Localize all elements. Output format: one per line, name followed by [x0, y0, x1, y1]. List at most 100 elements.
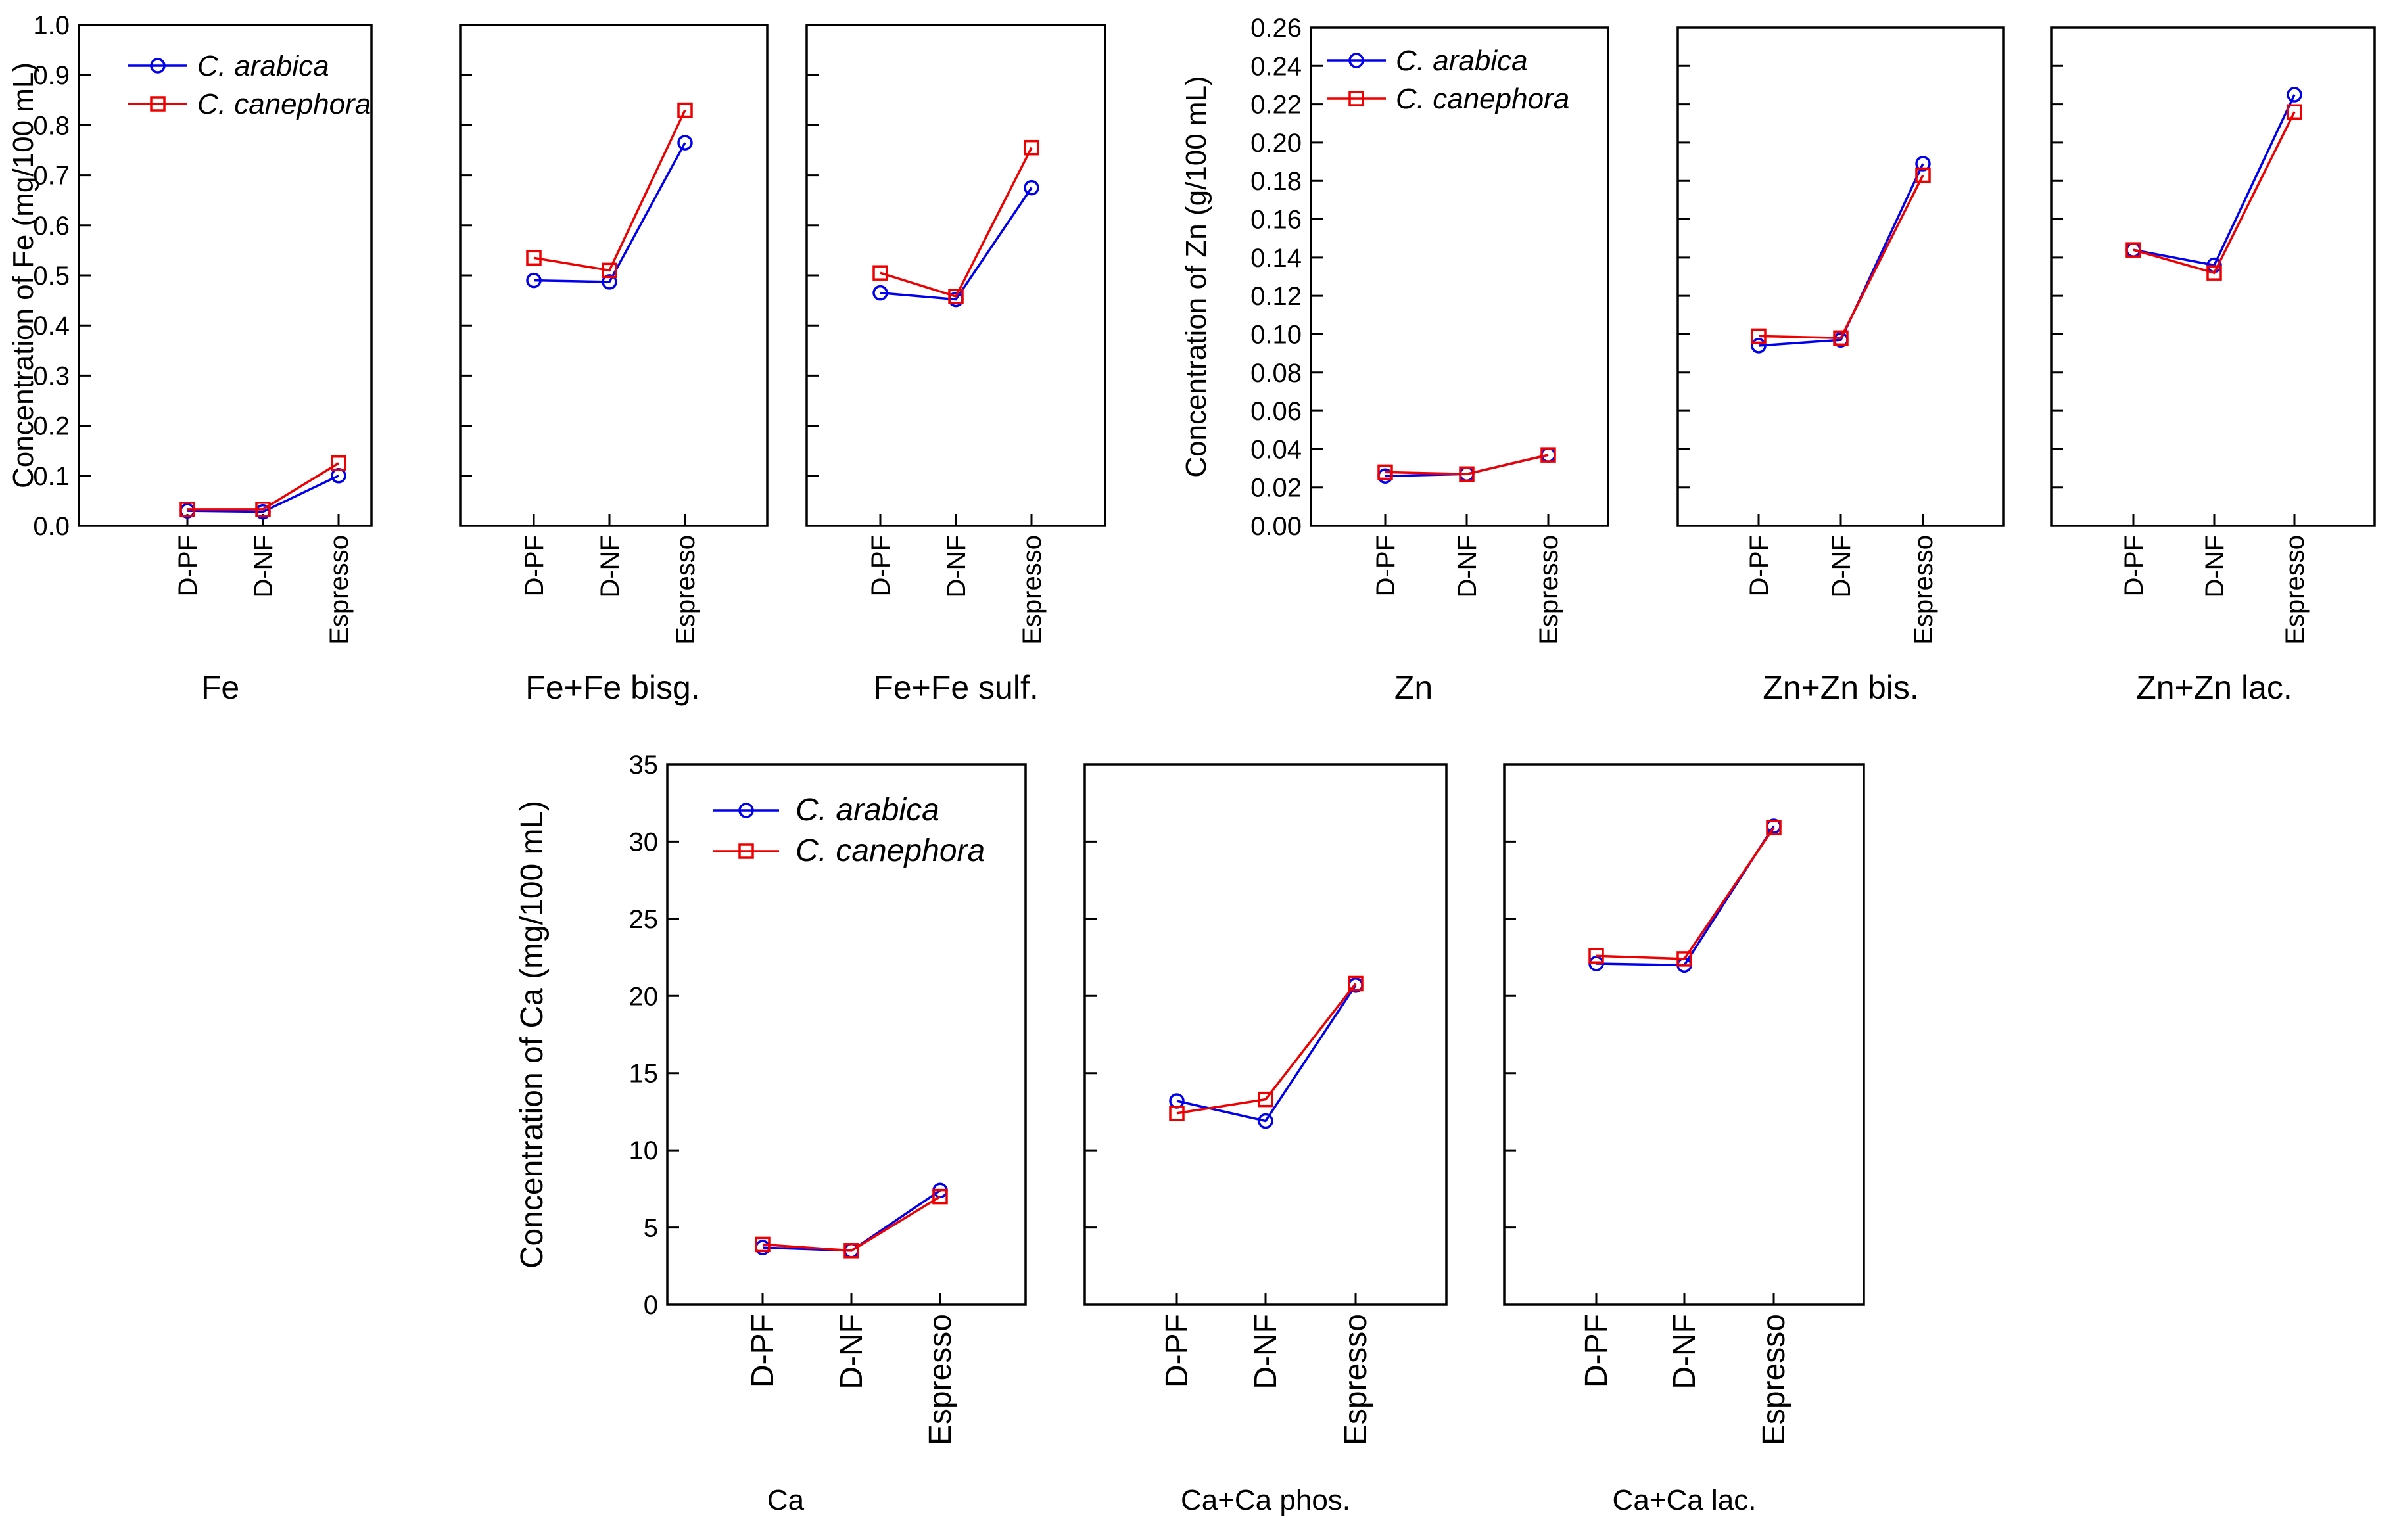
y-tick-label: 0.6 [33, 212, 70, 241]
y-tick-label: 0.2 [33, 412, 70, 441]
y-tick-label: 0.10 [1250, 320, 1302, 349]
data-point-arabica [1024, 179, 1039, 196]
panel-title: Fe+Fe sulf. [873, 669, 1039, 706]
panel-title: Ca [767, 1484, 805, 1516]
y-tick-label: 0.04 [1250, 435, 1302, 464]
series-line-canephora [1596, 827, 1775, 960]
y-tick-label: 0.18 [1250, 167, 1302, 196]
legend-marker-arabica [150, 58, 166, 74]
x-tick-label: Espresso [1018, 535, 1047, 645]
data-point-canephora [872, 265, 888, 281]
y-tick-label: 0 [644, 1291, 658, 1320]
data-point-canephora [1751, 328, 1767, 344]
panel-title: Zn+Zn lac. [2136, 669, 2292, 706]
y-tick-label: 0.9 [33, 61, 70, 90]
x-tick-label: Espresso [923, 1314, 958, 1445]
plot-frame [1310, 26, 1609, 527]
y-tick-label: 0.4 [33, 312, 70, 340]
data-point-arabica [1915, 156, 1931, 172]
legend-label-arabica: C. arabica [795, 793, 939, 828]
data-point-canephora [677, 102, 693, 118]
legend-marker-canephora [1348, 91, 1364, 106]
series-line-arabica [880, 187, 1033, 301]
series-line-arabica [1758, 163, 1924, 347]
series-line-canephora [762, 1196, 941, 1252]
data-point-canephora [1915, 167, 1931, 183]
y-tick-label: 0.12 [1250, 282, 1302, 311]
x-tick-label: D-NF [1667, 1314, 1702, 1389]
y-tick-label: 0.16 [1250, 206, 1302, 235]
plot-frame [805, 24, 1106, 527]
x-tick-label: Espresso [325, 535, 354, 645]
x-tick-label: Espresso [1909, 535, 1938, 645]
series-line-canephora [1758, 174, 1924, 340]
x-tick-label: D-NF [249, 535, 278, 598]
data-point-canephora [526, 250, 542, 266]
y-tick-label: 0.3 [33, 362, 70, 390]
y-tick-label: 0.5 [33, 262, 70, 291]
x-tick-label: Espresso [671, 535, 700, 645]
legend: C. arabica C. canephora [713, 793, 985, 868]
panel-title: Fe [201, 669, 239, 706]
y-tick-label: 0.14 [1250, 244, 1302, 273]
chart-panel-2: D-PF D-NF Espresso Fe+Fe bisg. [459, 24, 769, 706]
chart-panel-8: D-PF D-NF Espresso Ca+Ca phos. [1083, 763, 1448, 1516]
x-tick-label: Espresso [1757, 1314, 1792, 1445]
series-line-arabica [2133, 94, 2296, 267]
y-tick-label: 0.22 [1250, 91, 1302, 120]
panel-title: Ca+Ca phos. [1181, 1484, 1350, 1516]
y-tick-label: 0.26 [1250, 14, 1302, 43]
data-point-arabica [872, 285, 888, 301]
data-point-canephora [2287, 104, 2302, 120]
y-tick-label: 0.24 [1250, 52, 1302, 81]
data-point-arabica [1258, 1113, 1273, 1129]
data-point-arabica [526, 272, 542, 289]
series-line-canephora [880, 147, 1033, 298]
panel-title: Zn [1394, 669, 1433, 706]
legend: C. arabica C. canephora [1327, 45, 1569, 115]
y-tick-label: 0.7 [33, 162, 70, 191]
x-tick-label: D-NF [1827, 535, 1856, 598]
y-tick-label: 1.0 [33, 11, 70, 40]
series-line-canephora [2133, 111, 2296, 275]
chart-panel-9: D-PF D-NF Espresso Ca+Ca lac. [1503, 763, 1865, 1516]
x-tick-label: Espresso [1339, 1314, 1373, 1445]
x-tick-label: Espresso [2281, 535, 2310, 645]
data-point-canephora [2206, 265, 2222, 281]
x-tick-label: D-PF [174, 535, 202, 596]
panel-title: Zn+Zn bis. [1763, 669, 1919, 706]
chart-panel-4: 0.00 0.02 0.04 0.06 0.08 0.10 0.12 0.14 0.16 0.18… [1180, 14, 1609, 706]
x-tick-label: D-PF [2120, 535, 2148, 596]
y-tick-label: 0.08 [1250, 359, 1302, 388]
data-point-canephora [255, 502, 271, 517]
data-point-canephora [1459, 466, 1475, 482]
data-point-canephora [948, 289, 964, 304]
x-tick-label: D-NF [2200, 535, 2229, 598]
data-point-canephora [1348, 975, 1364, 992]
x-tick-label: D-PF [1371, 535, 1400, 596]
data-point-canephora [1833, 330, 1849, 346]
legend-label-canephora: C. canephora [1396, 83, 1569, 115]
data-point-arabica [2287, 87, 2302, 103]
series-line-arabica [187, 475, 339, 513]
data-point-canephora [843, 1243, 859, 1259]
x-tick-label: D-PF [520, 535, 549, 596]
x-tick-label: D-NF [1248, 1314, 1283, 1389]
data-point-canephora [1540, 447, 1556, 463]
legend-marker-arabica [1348, 53, 1364, 68]
y-tick-label: 0.8 [33, 111, 70, 140]
plot-frame [1676, 26, 2005, 527]
panel-title: Ca+Ca lac. [1613, 1484, 1757, 1516]
chart-panel-5: D-PF D-NF Espresso Zn+Zn bis. [1676, 26, 2005, 706]
data-point-canephora [179, 502, 195, 517]
plot-frame [1083, 763, 1448, 1306]
y-tick-label: 0.0 [33, 512, 70, 541]
series-line-arabica [1596, 825, 1775, 967]
series-line-arabica [1176, 984, 1357, 1123]
y-tick-label: 0.00 [1250, 512, 1302, 541]
y-tick-label: 25 [629, 905, 659, 934]
series-line-canephora [1385, 454, 1549, 476]
data-point-canephora [1588, 948, 1604, 964]
x-tick-label: D-PF [866, 535, 895, 596]
